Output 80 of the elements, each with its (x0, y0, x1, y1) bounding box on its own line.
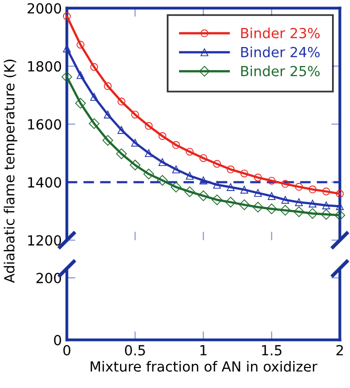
point (213, 160, 221, 168)
point (308, 186, 316, 194)
point (295, 198, 303, 206)
point (252, 202, 264, 212)
point (102, 135, 114, 146)
point (62, 72, 72, 82)
point (238, 199, 250, 210)
y-tick-label: 1800 (28, 61, 62, 72)
point (130, 160, 140, 170)
point (240, 186, 248, 194)
point (184, 186, 196, 198)
x-tick-label: 1.5 (262, 345, 282, 356)
x-tick-label: 0 (63, 344, 70, 356)
point (118, 98, 126, 106)
point (307, 208, 318, 219)
point (75, 98, 86, 109)
y-tick-label: 1400 (28, 177, 62, 188)
point (294, 206, 304, 218)
point (88, 118, 100, 129)
point (322, 201, 330, 210)
point (116, 148, 127, 160)
point (144, 149, 153, 158)
legend-label: Binder 25% (241, 66, 320, 76)
point (225, 196, 236, 208)
point (266, 204, 277, 214)
legend-label: Binder 24% (241, 46, 320, 58)
point (254, 174, 262, 182)
point (322, 188, 330, 196)
point (62, 12, 71, 20)
y-axis-title: Adiabatic flame temperature (K) (4, 60, 18, 283)
point (170, 182, 182, 192)
point (76, 71, 84, 80)
legend-label: Binder 23% (241, 28, 320, 38)
y-tick-label: 0 (54, 334, 62, 346)
point (280, 204, 291, 216)
point (254, 189, 262, 197)
y-tick-label: 200 (36, 272, 62, 284)
point (118, 126, 126, 134)
point (226, 183, 235, 191)
point (104, 110, 112, 118)
point (199, 176, 208, 184)
point (172, 141, 180, 149)
point (334, 210, 346, 221)
point (336, 190, 344, 198)
point (186, 148, 194, 156)
point (281, 196, 290, 204)
point (157, 175, 168, 186)
point (158, 132, 166, 140)
point (131, 138, 139, 147)
point (212, 194, 222, 206)
point (295, 182, 303, 191)
point (144, 122, 153, 130)
point (143, 168, 154, 180)
point (320, 209, 332, 220)
y-tick-label: 2000 (28, 3, 62, 14)
x-tick-label: 0.5 (124, 344, 145, 356)
y-tick-label: 1200 (28, 235, 62, 246)
point (90, 93, 98, 101)
point (199, 154, 208, 162)
point (62, 44, 71, 52)
x-axis-title: Mixture fraction of AN in oxidizer (90, 360, 318, 372)
point (186, 172, 194, 180)
point (76, 40, 84, 49)
point (213, 180, 221, 189)
point (336, 202, 344, 210)
point (226, 166, 235, 174)
point (308, 200, 316, 208)
point (172, 166, 180, 174)
point (281, 180, 290, 188)
point (268, 176, 276, 185)
point (158, 158, 166, 166)
point (268, 192, 276, 200)
point (131, 110, 139, 118)
point (90, 63, 98, 71)
point (240, 170, 248, 178)
point (198, 190, 209, 202)
y-tick-label: 1600 (28, 119, 62, 130)
point (104, 82, 112, 90)
x-tick-label: 1 (200, 345, 206, 356)
x-tick-label: 2 (336, 344, 343, 356)
